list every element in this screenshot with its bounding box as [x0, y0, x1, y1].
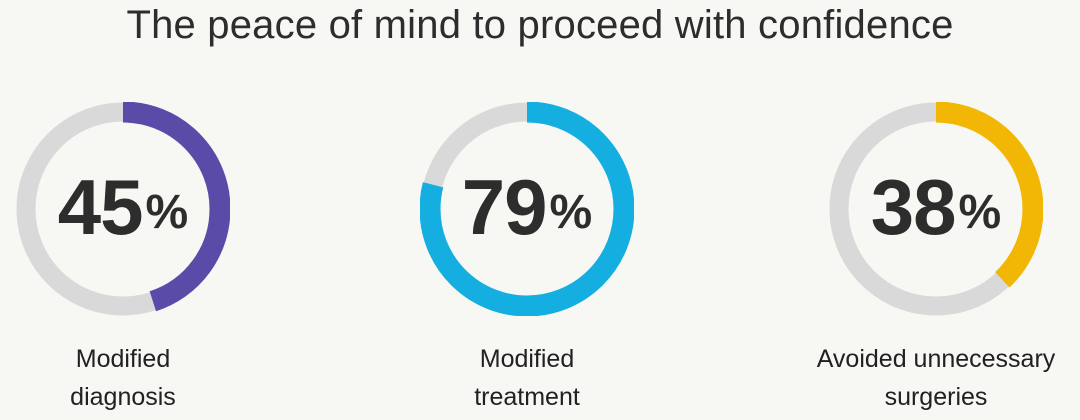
percent-sign: % [549, 186, 593, 239]
stat-label-line: treatment [474, 383, 580, 411]
stat-label-line: Modified [75, 345, 171, 373]
percent-readout: 38 % [829, 102, 1043, 316]
percent-inner: 38 % [871, 168, 1001, 246]
donut-svg [420, 102, 634, 316]
donut-chart-modified-diagnosis: 45 % [16, 102, 230, 316]
donut-value-arc [829, 102, 1043, 316]
stat-avoided-unnecessary-surgeries: 38 % Avoided unnecessary surgeries [796, 102, 1076, 416]
percent-value: 45 [57, 163, 144, 251]
percent-value: 79 [461, 163, 548, 251]
page-title: The peace of mind to proceed with confid… [126, 3, 954, 47]
percent-sign: % [958, 186, 1002, 239]
stat-label-line: surgeries [884, 383, 988, 411]
percent-readout: 79 % [420, 102, 634, 316]
donut-svg [16, 102, 230, 316]
stat-label: Avoided unnecessary surgeries [796, 340, 1076, 416]
percent-value: 38 [870, 163, 957, 251]
stat-label: Modified treatment [387, 340, 667, 416]
percent-inner: 45 % [58, 168, 188, 246]
donut-value-arc [420, 102, 634, 316]
donut-svg [829, 102, 1043, 316]
percent-sign: % [145, 186, 189, 239]
donut-chart-avoided-surgeries: 38 % [829, 102, 1043, 316]
stat-label-line: Avoided unnecessary [816, 345, 1056, 373]
stat-label: Modified diagnosis [0, 340, 263, 416]
stat-modified-treatment: 79 % Modified treatment [387, 102, 667, 416]
donut-chart-modified-treatment: 79 % [420, 102, 634, 316]
stat-label-line: diagnosis [70, 383, 176, 411]
stat-modified-diagnosis: 45 % Modified diagnosis [0, 102, 263, 416]
donut-value-arc [16, 102, 230, 316]
stat-label-line: Modified [479, 345, 575, 373]
percent-readout: 45 % [16, 102, 230, 316]
percent-inner: 79 % [462, 168, 592, 246]
